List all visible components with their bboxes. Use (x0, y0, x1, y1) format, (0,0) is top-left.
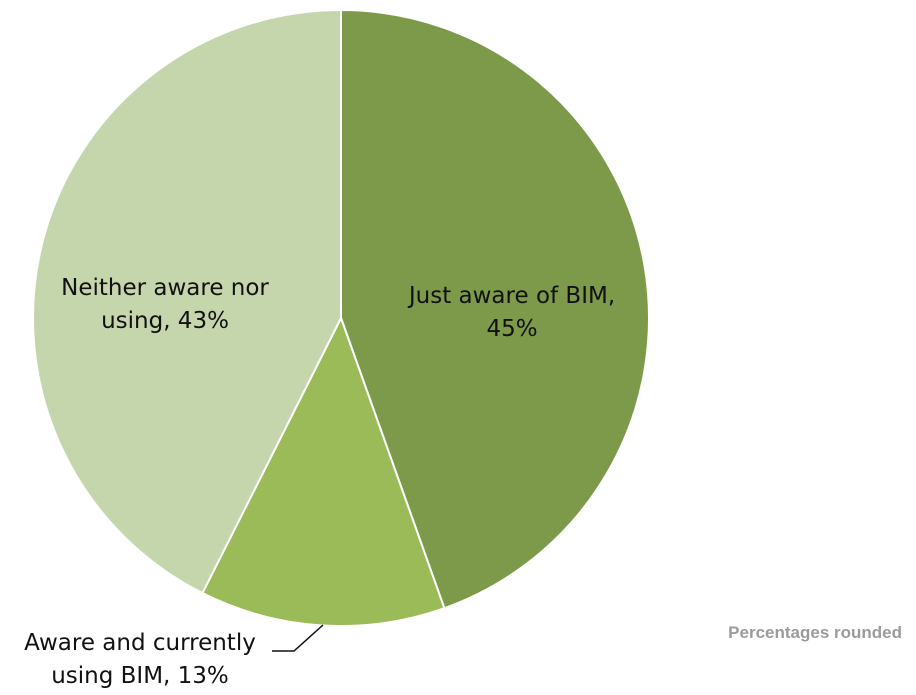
slice-label-neither-aware-nor-using: using, 43% (101, 308, 229, 334)
slice-label-aware-and-currently-using-bim: Aware and currently (24, 630, 256, 656)
pie-slice-just-aware-of-bim (340, 8, 650, 610)
slice-label-just-aware-of-bim: Just aware of BIM, (407, 283, 615, 309)
slice-label-neither-aware-nor-using: Neither aware nor (61, 275, 269, 301)
label-leader-line (272, 624, 324, 652)
footnote: Percentages rounded (728, 623, 902, 642)
slice-label-just-aware-of-bim: 45% (486, 316, 537, 342)
slice-label-aware-and-currently-using-bim: using BIM, 13% (51, 663, 229, 689)
pie-slice-neither-aware-nor-using (32, 8, 342, 595)
